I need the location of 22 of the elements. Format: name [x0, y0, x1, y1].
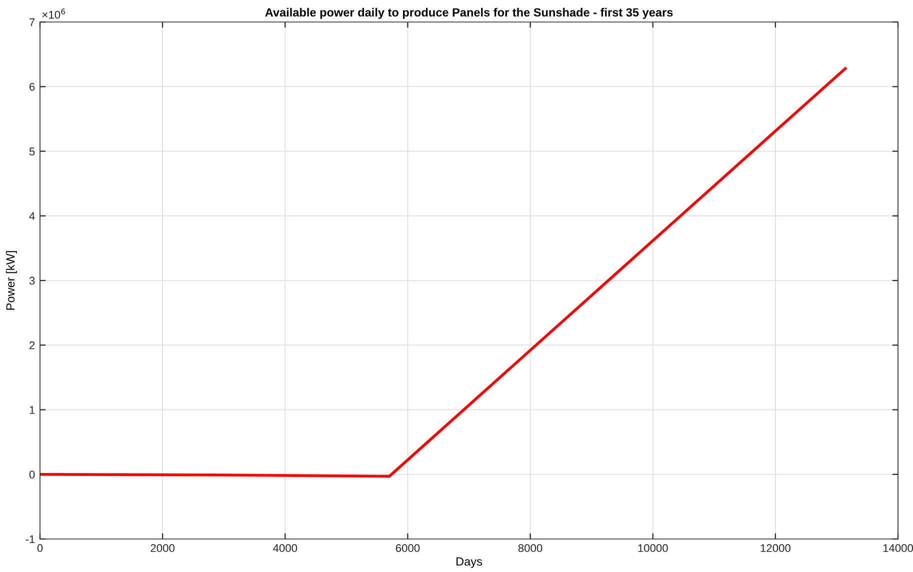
y-tick-label: 3 — [29, 276, 35, 285]
x-tick-label: 6000 — [396, 544, 420, 552]
x-axis-title: Days — [456, 557, 482, 568]
y-tick-label: 1 — [30, 406, 35, 414]
y-tick-label: 6 — [30, 82, 35, 91]
x-tick-label: 10000 — [638, 544, 668, 552]
x-tick-label: 2000 — [150, 544, 174, 552]
y-tick-label: 0 — [29, 470, 35, 479]
x-tick-label: 0 — [37, 544, 43, 552]
x-tick-label: 4000 — [273, 544, 298, 552]
x-tick-label: 14000 — [883, 544, 913, 552]
y-tick-label: 5 — [29, 148, 35, 156]
y-tick-label: 2 — [30, 341, 35, 350]
line-series — [40, 67, 847, 478]
x-tick-label: 12000 — [760, 544, 790, 552]
y-tick-label: -1 — [26, 535, 35, 544]
y-axis-title: Power [kW] — [6, 251, 17, 310]
chart-title: Available power daily to produce Panels for the Sunshade - first 35 years — [265, 8, 673, 19]
text: ×10$^{6}$ — [42, 8, 66, 19]
y-tick-label: 4 — [29, 212, 35, 220]
x-tick-label: 8000 — [518, 544, 542, 552]
y-tick-label: 7 — [30, 18, 35, 26]
